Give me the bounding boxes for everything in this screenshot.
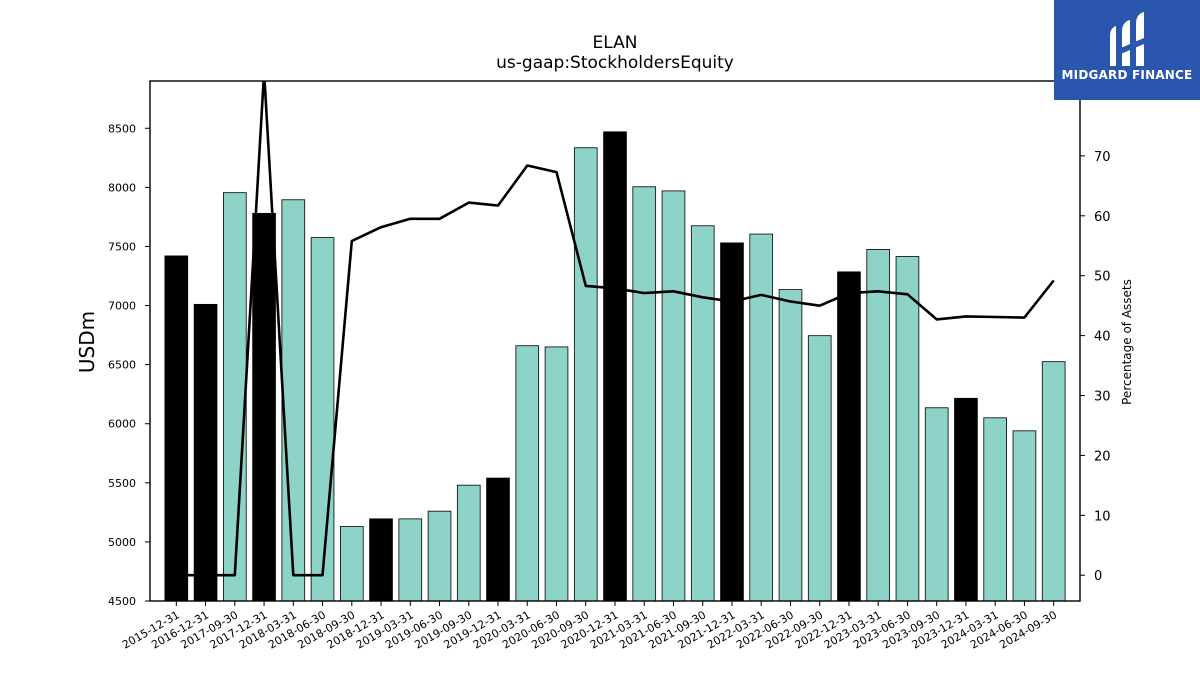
y-tick-label: 4500 (108, 595, 136, 608)
bar-2024-03-31 (983, 417, 1007, 602)
bar-2019-12-31 (486, 477, 510, 602)
chart-title: ELAN (593, 33, 638, 53)
y2-tick-label: 70 (1094, 150, 1111, 165)
bar-2021-03-31 (632, 186, 657, 602)
bar-2021-09-30 (690, 225, 715, 602)
y2-tick-label: 0 (1094, 569, 1102, 584)
y-tick-label: 8500 (108, 122, 136, 135)
bar-2022-03-31 (749, 233, 774, 602)
bar-2018-06-30 (310, 237, 335, 602)
y-axis-label: USDm (75, 311, 99, 373)
bar-2019-09-30 (456, 484, 481, 602)
bar-2017-12-31 (252, 212, 276, 602)
y-tick-label: 7500 (108, 240, 136, 253)
y2-axis-label: Percentage of Assets (1120, 279, 1134, 405)
y-tick-label: 6000 (108, 418, 136, 431)
y-tick-label: 7000 (108, 300, 136, 313)
bar-2023-09-30 (924, 407, 949, 602)
bar-2022-09-30 (807, 335, 832, 602)
y2-tick-label: 40 (1094, 330, 1111, 345)
bar-2016-12-31 (193, 303, 218, 602)
bar-2018-09-30 (339, 526, 364, 602)
bar-2021-12-31 (720, 242, 744, 602)
bar-2023-12-31 (954, 397, 978, 602)
y2-tick-label: 50 (1094, 270, 1111, 285)
y-tick-label: 6500 (108, 359, 136, 372)
bar-2015-12-31 (164, 255, 189, 602)
bar-2020-06-30 (544, 346, 569, 602)
bar-2019-06-30 (427, 510, 452, 602)
bar-group (164, 131, 1066, 602)
y2-tick-label: 20 (1094, 449, 1111, 464)
bar-2024-06-30 (1012, 430, 1037, 602)
bar-2021-06-30 (661, 190, 686, 602)
chart-subtitle: us-gaap:StockholdersEquity (496, 53, 734, 73)
bar-2023-03-31 (866, 249, 891, 602)
logo: MIDGARD FINANCE (1054, 0, 1200, 100)
bar-2019-03-31 (398, 518, 423, 602)
y-tick-label: 8000 (108, 181, 136, 194)
bar-2023-06-30 (895, 256, 920, 602)
y2-tick-label: 60 (1094, 210, 1111, 225)
bar-2020-12-31 (603, 131, 627, 602)
line-group (176, 81, 1055, 577)
bar-2018-12-31 (369, 518, 393, 602)
bar-2018-03-31 (281, 199, 306, 602)
y2-tick-label: 10 (1094, 509, 1111, 524)
bar-2020-09-30 (573, 147, 598, 602)
logo-mark-icon (1110, 12, 1144, 66)
y-tick-label: 5500 (108, 477, 136, 490)
percentage-line (176, 81, 1055, 577)
logo-text: MIDGARD FINANCE (1061, 68, 1193, 82)
bar-2017-09-30 (223, 192, 247, 602)
y-tick-label: 5000 (108, 536, 136, 549)
bar-2022-06-30 (778, 289, 803, 602)
y2-tick-label: 30 (1094, 390, 1111, 405)
bar-2020-03-31 (515, 345, 540, 602)
bar-2024-09-30 (1041, 361, 1066, 602)
bar-2022-12-31 (837, 271, 861, 602)
